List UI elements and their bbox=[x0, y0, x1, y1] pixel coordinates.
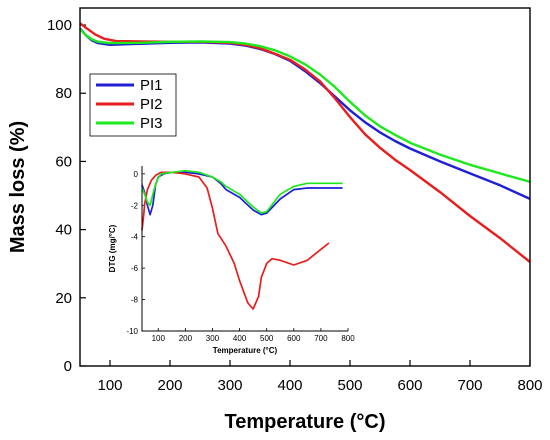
legend-label-pi2: PI2 bbox=[140, 96, 163, 113]
main-tick-labels: 100 200 300 400 500 600 700 800 0 20 40 60 80 100 bbox=[47, 17, 543, 394]
main-x-tick-label: 300 bbox=[217, 377, 242, 394]
inset-axes bbox=[141, 166, 348, 332]
main-x-tick-label: 800 bbox=[517, 377, 542, 394]
main-plot-frame bbox=[79, 7, 531, 367]
main-x-tick-label: 100 bbox=[97, 377, 122, 394]
inset-series-lines bbox=[141, 169, 343, 310]
main-y-tick-label: 20 bbox=[55, 290, 72, 307]
main-x-tick-label: 200 bbox=[157, 377, 182, 394]
main-y-tick-label: 60 bbox=[55, 153, 72, 170]
inset-tick-labels: 100 200 300 400 500 600 700 800 0 -2 -4 -6 -8 -10 bbox=[126, 170, 355, 343]
inset-x-tick-label: 500 bbox=[260, 334, 274, 343]
inset-x-axis-label: Temperature (°C) bbox=[213, 346, 278, 355]
main-x-tick-label: 400 bbox=[277, 377, 302, 394]
main-y-tick-label: 40 bbox=[55, 222, 72, 239]
inset-series-pi2-line bbox=[141, 171, 330, 310]
main-x-tick-label: 700 bbox=[457, 377, 482, 394]
main-x-tick-label: 500 bbox=[337, 377, 362, 394]
main-y-axis-label: Mass loss (%) bbox=[7, 121, 29, 253]
inset-x-tick-label: 300 bbox=[206, 334, 220, 343]
inset-y-tick-label: -2 bbox=[131, 201, 139, 210]
main-y-tick-label: 100 bbox=[47, 17, 72, 34]
inset-y-tick-label: -10 bbox=[126, 327, 138, 336]
main-y-tick-label: 0 bbox=[64, 358, 72, 375]
inset-y-tick-label: 0 bbox=[134, 170, 139, 179]
inset-y-tick-label: -8 bbox=[131, 296, 139, 305]
main-y-tick-label: 80 bbox=[55, 85, 72, 102]
legend-items: PI1 PI2 PI3 bbox=[96, 77, 163, 132]
inset-y-tick-label: -6 bbox=[131, 264, 139, 273]
main-x-tick-label: 600 bbox=[397, 377, 422, 394]
inset-x-tick-label: 100 bbox=[152, 334, 166, 343]
inset-y-axis-label: DTG (mg/°C) bbox=[108, 224, 117, 272]
inset-series-pi3-line bbox=[141, 169, 343, 214]
legend-label-pi1: PI1 bbox=[140, 77, 163, 94]
inset-x-tick-label: 700 bbox=[314, 334, 328, 343]
inset-x-tick-label: 800 bbox=[341, 334, 355, 343]
inset-x-tick-label: 400 bbox=[233, 334, 247, 343]
main-series-pi2-line bbox=[79, 22, 531, 263]
main-chart: 100 200 300 400 500 600 700 800 0 20 40 60 80 100 Tem… bbox=[7, 7, 543, 433]
inset-y-tick-label: -4 bbox=[131, 233, 139, 242]
inset-x-tick-label: 200 bbox=[179, 334, 193, 343]
main-x-axis-label: Temperature (°C) bbox=[225, 411, 386, 433]
inset-x-tick-label: 600 bbox=[287, 334, 301, 343]
main-series-pi3-line bbox=[79, 28, 531, 184]
legend: PI1 PI2 PI3 bbox=[89, 73, 177, 137]
main-series-lines bbox=[79, 22, 531, 263]
legend-label-pi3: PI3 bbox=[140, 115, 163, 132]
inset-chart: 100 200 300 400 500 600 700 800 0 -2 -4 -6 -8 -10 Tem… bbox=[100, 158, 358, 355]
